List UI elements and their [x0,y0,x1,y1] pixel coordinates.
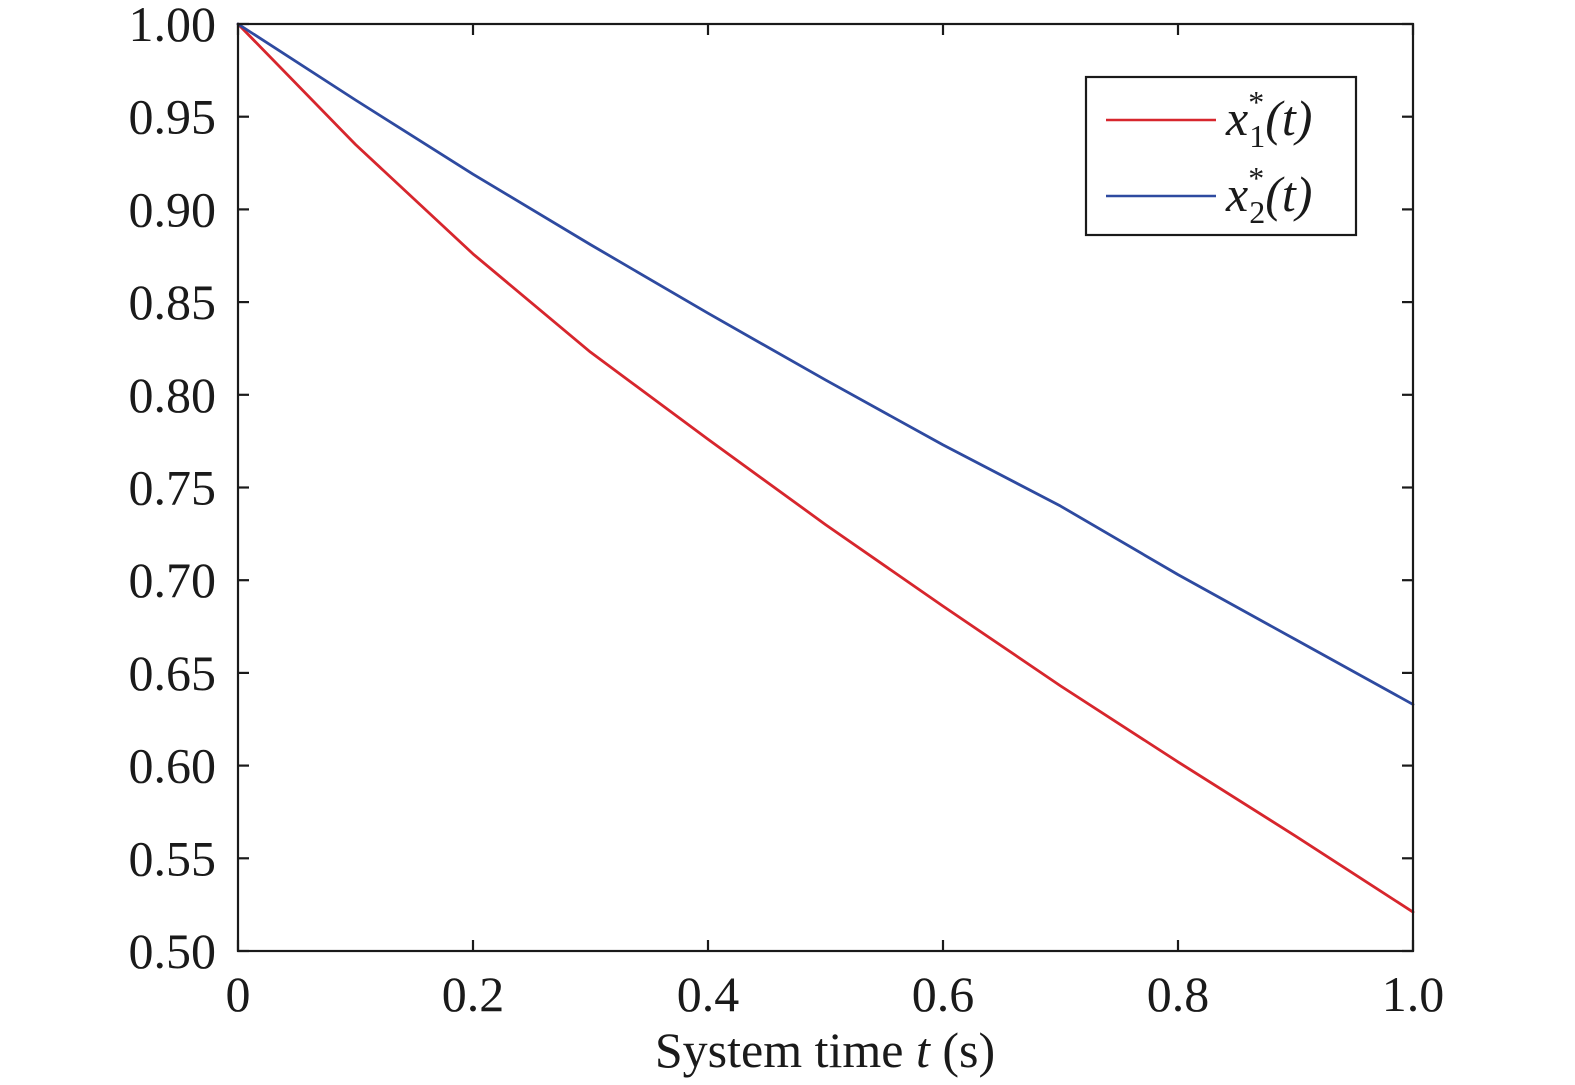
y-tick-label: 0.95 [129,89,217,145]
y-tick-label: 1.00 [129,0,217,52]
y-tick-label: 0.80 [129,367,217,423]
legend-box [1084,75,1358,237]
legend-label-series-1-sub: 1 [1249,118,1265,154]
legend-label-series-2-arg: (t) [1265,166,1312,222]
y-tick-label: 0.85 [129,274,217,330]
x-tick-label: 1.0 [1382,966,1445,1022]
x-tick-label: 0.8 [1147,966,1210,1022]
legend-label-series-2-sup: * [1248,160,1264,196]
series-layer [236,22,1415,914]
y-tick-label: 0.60 [129,738,217,794]
x-tick-label: 0 [226,966,251,1022]
x-axis-label-var: t [916,1022,931,1078]
y-tick-label: 0.55 [129,830,217,886]
tick-labels-layer: 0 0.2 0.4 0.6 0.8 1.0 0.50 0.55 0.60 0.65 0.70 0.75… [129,0,1445,1022]
series-line-2 [236,22,1415,706]
ticks-layer [236,22,1415,953]
legend-label-series-1-sup: * [1248,84,1264,120]
legend-label-series-2-sub: 2 [1249,194,1265,230]
x-tick-label: 0.2 [442,966,505,1022]
legend-label-series-2-var: x [1225,166,1248,222]
legend-label-series-1-arg: (t) [1265,90,1312,146]
legend: x* 1(t) x* 2(t) [1084,75,1358,237]
y-tick-label: 0.75 [129,460,217,516]
legend-label-series-1-var: x [1225,90,1248,146]
x-axis-label-suffix: (s) [930,1022,995,1078]
y-tick-label: 0.70 [129,552,217,608]
x-tick-label: 0.4 [677,966,740,1022]
x-tick-label: 0.6 [912,966,975,1022]
y-tick-label: 0.90 [129,181,217,237]
y-tick-label: 0.65 [129,645,217,701]
x-axis-label: System time t (s) [655,1022,995,1078]
x-axis-label-prefix: System time [655,1022,916,1078]
y-tick-label: 0.50 [129,923,217,979]
legend-label-series-1: x* 1(t) [1225,84,1312,154]
series-line-1 [236,22,1415,914]
legend-label-series-2: x* 2(t) [1225,160,1312,230]
